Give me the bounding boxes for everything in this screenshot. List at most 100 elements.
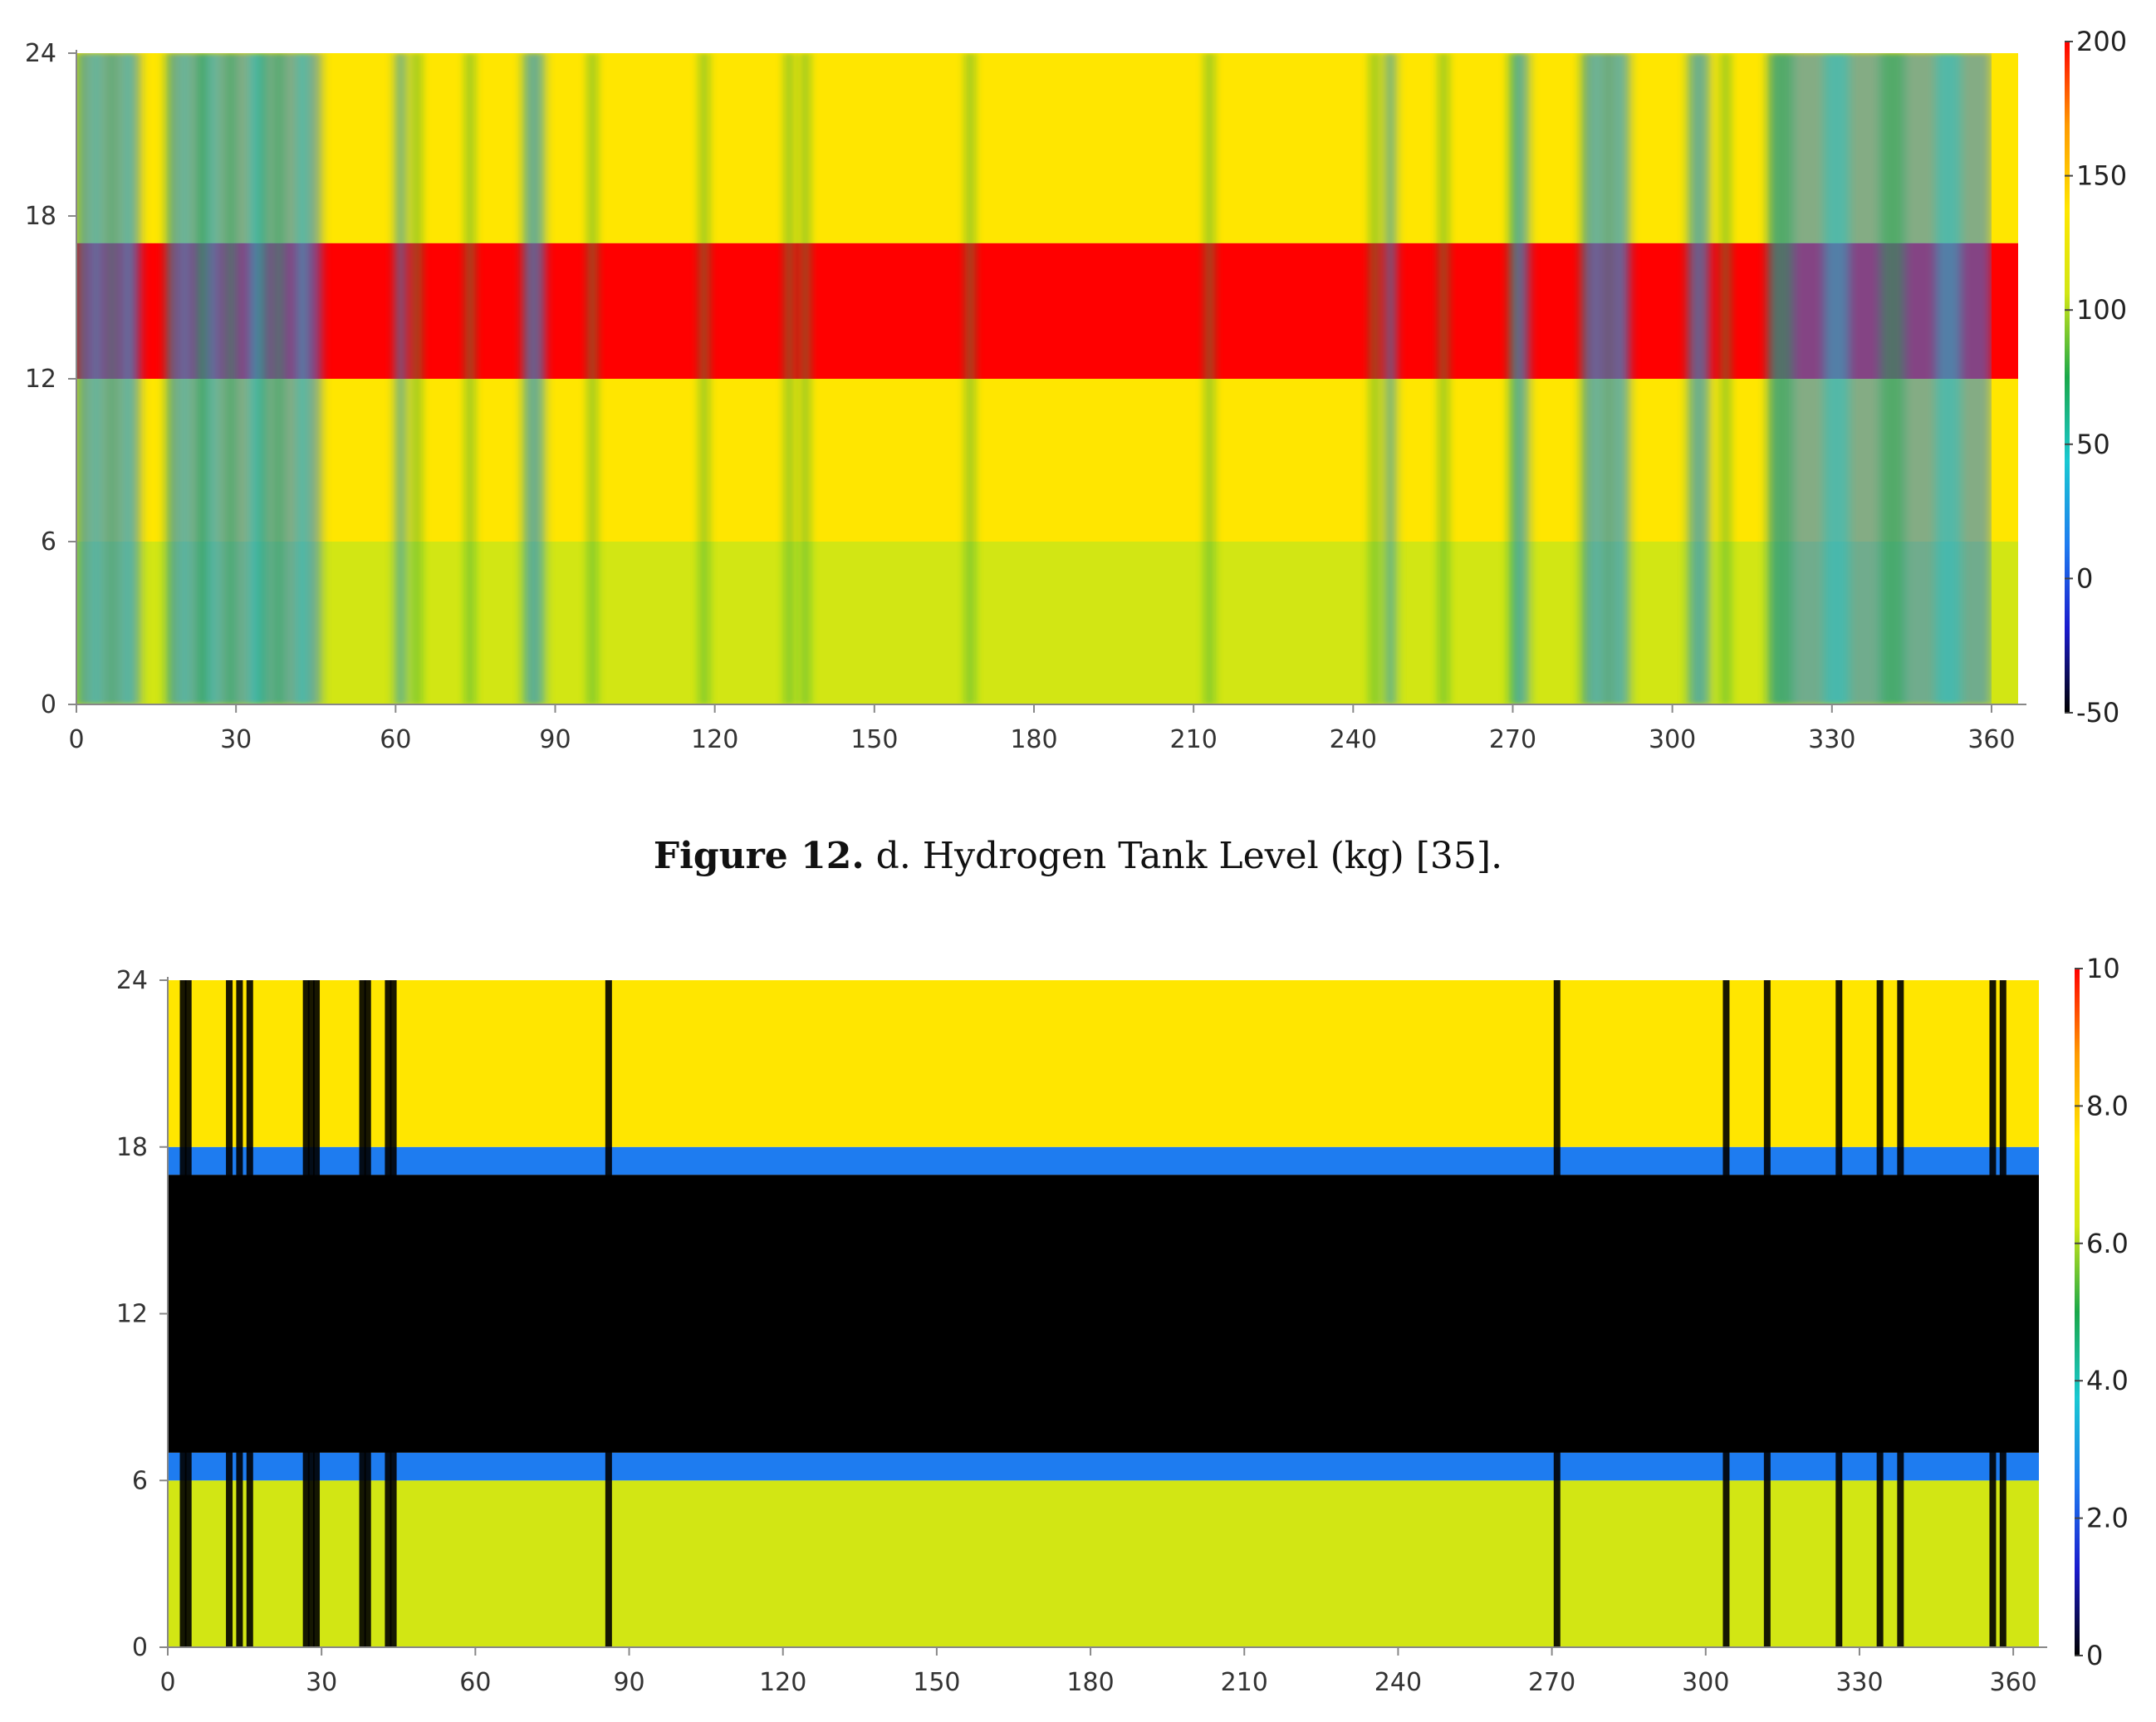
x-tick-label: 60 <box>380 725 411 754</box>
x-tick-label: 330 <box>1808 725 1855 754</box>
zero-day-line <box>179 980 187 1647</box>
heat-texture <box>76 53 1992 704</box>
zero-day-line <box>1722 980 1730 1647</box>
low-level-day-streak <box>1605 53 1612 704</box>
low-level-day-streak <box>181 53 189 704</box>
x-tick-label: 210 <box>1221 1668 1268 1697</box>
low-level-day-streak <box>249 53 261 704</box>
x-tick-label: 120 <box>759 1668 806 1697</box>
low-level-day-streak <box>1824 53 1850 704</box>
x-tick-label: 120 <box>691 725 738 754</box>
low-level-day-streak <box>1524 53 1527 704</box>
transition-day-line <box>968 53 973 704</box>
colorbar-tick-label: 2.0 <box>2086 1503 2129 1534</box>
low-level-day-streak <box>296 53 308 704</box>
transition-day-line <box>1441 53 1447 704</box>
x-tick-label: 240 <box>1374 1668 1422 1697</box>
colorbar-tick-label: 8.0 <box>2086 1090 2129 1121</box>
heat-band <box>168 1175 2039 1453</box>
x-tick-label: 180 <box>1010 725 1057 754</box>
colorbar-tick-label: 0 <box>2086 1640 2103 1671</box>
transition-day-line <box>1207 53 1213 704</box>
x-tick-label: 210 <box>1170 725 1218 754</box>
transition-day-line <box>468 53 473 704</box>
low-level-day-streak <box>395 53 397 704</box>
zero-day-line <box>1553 980 1561 1647</box>
heat-band <box>168 1146 2039 1175</box>
low-level-day-streak <box>1879 53 1905 704</box>
low-level-day-streak <box>225 53 237 704</box>
low-level-day-streak <box>1594 53 1600 704</box>
zero-day-line <box>605 980 612 1647</box>
low-level-day-streak <box>1704 53 1707 704</box>
transition-day-line <box>802 53 808 704</box>
x-tick-label: 60 <box>459 1668 491 1697</box>
low-level-day-streak <box>1390 53 1392 704</box>
heat-band <box>168 1480 2039 1647</box>
zero-day-line <box>1763 980 1771 1647</box>
low-level-day-streak <box>528 53 532 704</box>
x-tick-label: 0 <box>159 1668 175 1697</box>
y-tick-label: 0 <box>132 1633 148 1662</box>
colorbar-tick-label: -50 <box>2076 697 2119 729</box>
x-tick-label: 150 <box>850 725 898 754</box>
y-tick-label: 6 <box>41 527 56 557</box>
colorbar-tick-label: 6.0 <box>2086 1228 2129 1259</box>
low-level-day-streak <box>1393 53 1394 704</box>
transition-day-line <box>414 53 419 704</box>
zero-day-line <box>307 980 315 1647</box>
low-level-day-streak <box>1688 53 1691 704</box>
zero-day-line <box>302 980 310 1647</box>
low-level-day-streak <box>1617 53 1624 704</box>
colorbar-tick-label: 4.0 <box>2086 1365 2129 1396</box>
y-tick-label: 12 <box>25 365 56 394</box>
low-level-day-streak <box>108 53 116 704</box>
x-tick-label: 90 <box>539 725 571 754</box>
colorbar-tick-label: 10 <box>2086 953 2120 984</box>
figure-number: Figure 12. <box>653 835 865 877</box>
zero-day-line <box>226 980 233 1647</box>
low-level-day-streak <box>1517 53 1519 704</box>
x-tick-label: 270 <box>1528 1668 1575 1697</box>
heat-band <box>168 980 2039 1147</box>
x-tick-label: 300 <box>1649 725 1696 754</box>
transition-day-line <box>1722 53 1728 704</box>
colorbar <box>2075 969 2080 1656</box>
transition-day-line <box>260 53 266 704</box>
y-tick-label: 12 <box>116 1300 148 1329</box>
x-tick-label: 270 <box>1489 725 1536 754</box>
transition-day-line <box>786 53 792 704</box>
low-level-day-streak <box>400 53 403 704</box>
x-tick-label: 300 <box>1682 1668 1729 1697</box>
figure-caption: Figure 12. d. Hydrogen Tank Level (kg) [… <box>0 835 2156 877</box>
x-tick-label: 90 <box>613 1668 644 1697</box>
bottom-heatmap: 0 30 60 90 120 150 180 210 240 270 300 330 360061218… <box>116 953 2129 1697</box>
heat-band <box>168 1452 2039 1481</box>
zero-day-line <box>1876 980 1884 1647</box>
figure-caption-text: d. Hydrogen Tank Level (kg) [35]. <box>875 835 1503 877</box>
low-level-day-streak <box>1693 53 1697 704</box>
colorbar-tick-label: 0 <box>2076 562 2093 594</box>
low-level-day-streak <box>1767 53 1794 704</box>
low-level-day-streak <box>273 53 284 704</box>
zero-day-line <box>390 980 397 1647</box>
x-tick-label: 150 <box>913 1668 960 1697</box>
y-tick-label: 24 <box>116 966 148 995</box>
low-level-day-streak <box>1935 53 1961 704</box>
zero-day-line <box>313 980 321 1647</box>
zero-day-line <box>1835 980 1843 1647</box>
transition-day-line <box>201 53 207 704</box>
low-level-day-streak <box>1581 53 1588 704</box>
y-tick-label: 18 <box>116 1133 148 1162</box>
low-level-day-streak <box>196 53 203 704</box>
zero-day-line <box>236 980 243 1647</box>
y-tick-label: 6 <box>132 1466 148 1495</box>
low-level-day-streak <box>1384 53 1387 704</box>
zero-day-line <box>359 980 366 1647</box>
x-tick-label: 180 <box>1066 1668 1114 1697</box>
zero-day-line <box>1999 980 2007 1647</box>
low-level-day-streak <box>76 53 84 704</box>
x-tick-label: 240 <box>1330 725 1377 754</box>
low-level-day-streak <box>1387 53 1389 704</box>
